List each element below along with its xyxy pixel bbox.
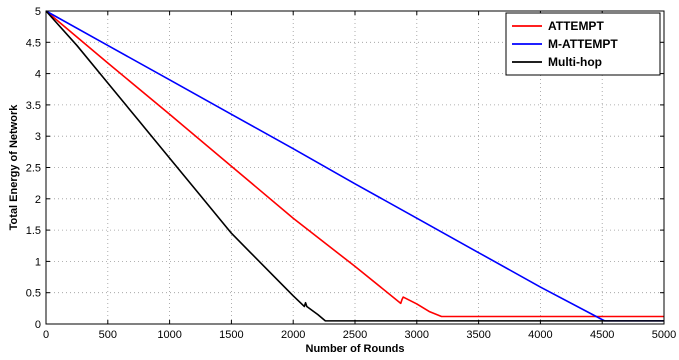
x-tick-label: 1500	[219, 329, 243, 341]
y-tick-label: 5	[35, 6, 41, 18]
x-axis-label: Number of Rounds	[306, 343, 405, 355]
series-line-multi-hop	[45, 10, 664, 322]
x-tick-label: 3000	[405, 329, 429, 341]
y-tick-label: 4	[35, 69, 41, 81]
x-tick-label: 2500	[343, 329, 367, 341]
y-axis-label: Total Energy of Network	[8, 104, 20, 231]
x-tick-label: 5000	[652, 329, 676, 341]
series-lines	[45, 10, 664, 322]
x-tick-label: 4500	[590, 329, 614, 341]
y-tick-label: 0	[35, 319, 41, 331]
y-tick-label: 0.5	[26, 288, 41, 300]
y-tick-label: 1.5	[26, 225, 41, 237]
series-line-attempt	[45, 10, 664, 318]
axis-ticks	[45, 10, 665, 325]
x-tick-label: 3500	[466, 329, 490, 341]
tick-labels: 0 500 1000 1500 2000 2500 3000 3500 4000 4500 5000…	[26, 6, 677, 341]
x-tick-label: 4000	[528, 329, 552, 341]
y-tick-label: 2	[35, 194, 41, 206]
legend-entry: M-ATTEMPT	[548, 37, 618, 51]
legend-entry: ATTEMPT	[548, 19, 604, 33]
x-tick-label: 0	[43, 329, 49, 341]
legend: ATTEMPT M-ATTEMPT Multi-hop	[505, 12, 661, 76]
y-tick-label: 4.5	[26, 37, 41, 49]
x-tick-label: 1000	[157, 329, 181, 341]
grid	[46, 11, 664, 324]
x-tick-label: 2000	[281, 329, 305, 341]
y-tick-label: 3	[35, 131, 41, 143]
y-tick-label: 1	[35, 256, 41, 268]
y-tick-label: 3.5	[26, 100, 41, 112]
y-tick-label: 2.5	[26, 163, 41, 175]
x-tick-label: 500	[99, 329, 117, 341]
legend-entry: Multi-hop	[548, 55, 602, 69]
